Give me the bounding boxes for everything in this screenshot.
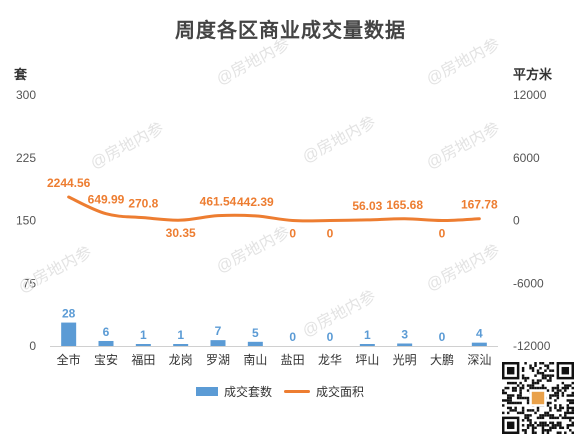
bar bbox=[173, 344, 189, 346]
bar-data-label: 1 bbox=[140, 328, 147, 342]
category-label: 罗湖 bbox=[206, 352, 230, 367]
category-label: 坪山 bbox=[355, 353, 379, 367]
bar-data-label: 1 bbox=[364, 328, 371, 342]
right-axis-unit: 平方米 bbox=[513, 67, 553, 82]
line-data-label: 0 bbox=[327, 227, 334, 241]
qr-code-icon bbox=[502, 362, 574, 434]
line-data-label: 649.99 bbox=[88, 193, 125, 207]
bar bbox=[61, 322, 77, 346]
bar bbox=[397, 343, 413, 346]
left-tick-label: 150 bbox=[16, 214, 36, 228]
category-label: 龙岗 bbox=[169, 353, 193, 367]
chart-title: 周度各区商业成交量数据 bbox=[175, 20, 406, 42]
bar-data-label: 0 bbox=[327, 330, 334, 344]
bar-data-label: 5 bbox=[252, 326, 259, 340]
right-tick-label: 6000 bbox=[513, 151, 540, 165]
bar bbox=[247, 341, 263, 346]
category-label: 深汕 bbox=[467, 353, 491, 367]
line-data-label: 56.03 bbox=[352, 199, 382, 213]
line-data-label: 165.68 bbox=[386, 198, 423, 212]
bar-data-label: 1 bbox=[177, 328, 184, 342]
line-data-label: 30.35 bbox=[166, 226, 196, 240]
legend-line-swatch bbox=[284, 390, 310, 393]
legend-line-label: 成交面积 bbox=[316, 385, 365, 399]
legend-item-bar: 成交套数 bbox=[196, 383, 272, 400]
line-data-label: 270.8 bbox=[128, 197, 158, 211]
left-tick-label: 75 bbox=[23, 276, 37, 290]
bar-data-label: 0 bbox=[289, 330, 296, 344]
line-data-label: 0 bbox=[439, 227, 446, 241]
right-tick-label: 0 bbox=[513, 214, 520, 228]
bar-data-label: 0 bbox=[439, 330, 446, 344]
bar-data-label: 3 bbox=[401, 327, 408, 341]
left-tick-label: 225 bbox=[16, 151, 36, 165]
line-data-label: 0 bbox=[289, 227, 296, 241]
category-label: 光明 bbox=[393, 353, 417, 367]
category-label: 大鹏 bbox=[430, 353, 454, 367]
bar bbox=[135, 344, 151, 346]
category-label: 盐田 bbox=[281, 353, 305, 367]
legend-bar-label: 成交套数 bbox=[224, 385, 273, 399]
left-axis-unit: 套 bbox=[14, 67, 28, 82]
category-label: 龙华 bbox=[318, 353, 342, 367]
legend: 成交套数 成交面积 bbox=[0, 383, 581, 401]
category-label: 南山 bbox=[243, 352, 267, 367]
line-data-label: 167.78 bbox=[461, 198, 498, 212]
right-tick-label: -12000 bbox=[513, 339, 551, 353]
bar-data-label: 6 bbox=[103, 325, 110, 339]
line-data-label: 442.39 bbox=[237, 195, 274, 209]
left-tick-label: 300 bbox=[16, 88, 36, 102]
line-data-label: 461.54 bbox=[200, 195, 237, 209]
bar bbox=[359, 344, 375, 346]
right-tick-label: 12000 bbox=[513, 88, 547, 102]
category-label: 全市 bbox=[57, 352, 81, 367]
legend-item-line: 成交面积 bbox=[284, 383, 364, 400]
bar bbox=[471, 342, 487, 346]
left-tick-label: 0 bbox=[29, 339, 36, 353]
bar-data-label: 28 bbox=[62, 307, 76, 321]
bar-data-label: 7 bbox=[215, 324, 222, 338]
line-data-label: 2244.56 bbox=[47, 176, 91, 190]
bar bbox=[210, 340, 226, 346]
line-series-path bbox=[67, 195, 481, 223]
category-label: 宝安 bbox=[94, 352, 118, 367]
legend-bar-swatch bbox=[196, 387, 218, 396]
bar bbox=[98, 340, 114, 346]
bar-data-label: 4 bbox=[476, 327, 483, 341]
right-tick-label: -6000 bbox=[513, 276, 544, 290]
category-label: 福田 bbox=[131, 352, 155, 367]
